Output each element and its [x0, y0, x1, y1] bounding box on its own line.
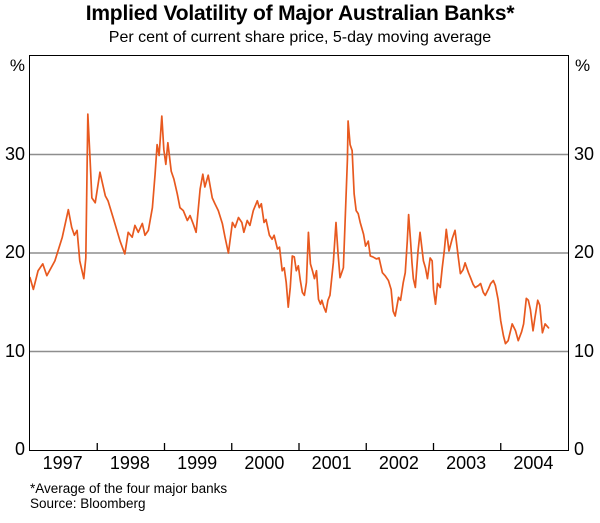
chart-subtitle: Per cent of current share price, 5-day m… [108, 29, 492, 46]
x-tick-label-1997: 1997 [42, 453, 83, 473]
y-tick-label-10: 10 [574, 340, 595, 361]
x-tick-label-1999: 1999 [177, 453, 218, 473]
x-tick-label-2004: 2004 [513, 453, 554, 473]
footnote-asterisk: *Average of the four major banks [30, 481, 228, 496]
y-tick-label-0: 0 [14, 439, 25, 459]
x-tick-label-2002: 2002 [378, 453, 419, 473]
footnote-source: Source: Bloomberg [30, 496, 146, 511]
plot-area [29, 55, 569, 451]
y-tick-label-0: 0 [574, 439, 585, 459]
y-tick-label-30: 30 [574, 143, 595, 164]
x-tick-label-2001: 2001 [311, 453, 352, 473]
x-tick-label-2003: 2003 [446, 453, 487, 473]
chart-title: Implied Volatility of Major Australian B… [85, 2, 515, 25]
implied-volatility-line [30, 113, 550, 345]
y-tick-label-10: 10 [4, 340, 25, 361]
y-tick-label-30: 30 [4, 143, 25, 164]
x-tick-label-2000: 2000 [244, 453, 285, 473]
x-tick-label-1998: 1998 [109, 453, 150, 473]
y-axis-unit-right: % [575, 56, 591, 75]
y-tick-label-20: 20 [4, 242, 25, 262]
line-chart-canvas [30, 113, 568, 450]
y-axis-unit-left: % [9, 56, 25, 75]
y-tick-label-20: 20 [574, 242, 595, 262]
